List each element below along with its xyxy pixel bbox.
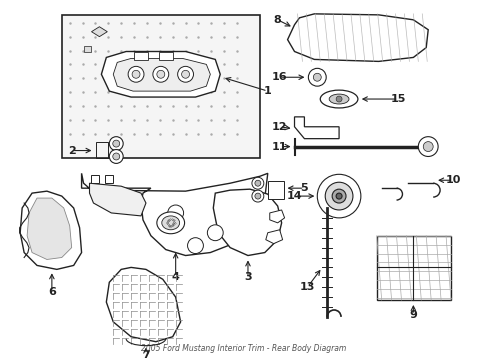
Text: 2005 Ford Mustang Interior Trim - Rear Body Diagram: 2005 Ford Mustang Interior Trim - Rear B…: [141, 343, 346, 352]
Circle shape: [331, 189, 346, 203]
Circle shape: [187, 238, 203, 253]
Circle shape: [254, 180, 260, 186]
Circle shape: [157, 70, 164, 78]
Polygon shape: [294, 117, 338, 139]
Polygon shape: [106, 267, 180, 342]
Circle shape: [251, 190, 263, 202]
Ellipse shape: [328, 94, 348, 104]
FancyBboxPatch shape: [376, 236, 450, 300]
Polygon shape: [213, 189, 281, 256]
Circle shape: [335, 193, 341, 199]
Ellipse shape: [157, 212, 184, 234]
Circle shape: [109, 149, 123, 163]
Text: 3: 3: [244, 272, 251, 282]
Circle shape: [313, 73, 321, 81]
Circle shape: [417, 137, 437, 157]
Polygon shape: [81, 173, 267, 256]
Circle shape: [254, 193, 260, 199]
Circle shape: [181, 70, 189, 78]
FancyBboxPatch shape: [91, 175, 99, 183]
Circle shape: [251, 177, 263, 189]
Polygon shape: [91, 27, 107, 37]
Text: 16: 16: [271, 72, 287, 82]
Circle shape: [325, 182, 352, 210]
Text: 4: 4: [171, 272, 179, 282]
Circle shape: [109, 137, 123, 150]
Circle shape: [128, 66, 143, 82]
FancyBboxPatch shape: [267, 181, 283, 199]
Text: 7: 7: [142, 350, 149, 360]
Polygon shape: [265, 230, 282, 244]
Circle shape: [177, 66, 193, 82]
Text: 1: 1: [264, 86, 271, 96]
Text: 11: 11: [271, 141, 287, 152]
Circle shape: [423, 141, 432, 152]
Polygon shape: [20, 191, 81, 269]
Text: 10: 10: [445, 175, 460, 185]
Circle shape: [308, 68, 325, 86]
FancyBboxPatch shape: [159, 53, 172, 60]
Text: 14: 14: [286, 191, 302, 201]
Polygon shape: [101, 51, 220, 97]
Circle shape: [113, 140, 120, 147]
FancyBboxPatch shape: [105, 175, 113, 183]
Text: 13: 13: [299, 282, 314, 292]
Circle shape: [207, 225, 223, 241]
Text: 8: 8: [273, 15, 281, 25]
Polygon shape: [89, 183, 145, 216]
Circle shape: [317, 174, 360, 218]
Circle shape: [113, 153, 120, 160]
Circle shape: [167, 205, 183, 221]
Text: 15: 15: [390, 94, 406, 104]
FancyBboxPatch shape: [83, 46, 91, 51]
Polygon shape: [287, 14, 427, 62]
Text: 5: 5: [300, 183, 307, 193]
Ellipse shape: [162, 216, 179, 230]
Polygon shape: [27, 198, 72, 260]
Ellipse shape: [320, 90, 357, 108]
FancyBboxPatch shape: [61, 15, 259, 158]
Text: 2: 2: [68, 145, 76, 156]
Text: 12: 12: [271, 122, 287, 132]
Circle shape: [132, 70, 140, 78]
Polygon shape: [113, 58, 210, 91]
Circle shape: [153, 66, 168, 82]
Circle shape: [335, 96, 341, 102]
Text: 6: 6: [48, 287, 56, 297]
Polygon shape: [269, 210, 284, 223]
FancyBboxPatch shape: [134, 53, 148, 60]
Text: 9: 9: [408, 310, 416, 320]
